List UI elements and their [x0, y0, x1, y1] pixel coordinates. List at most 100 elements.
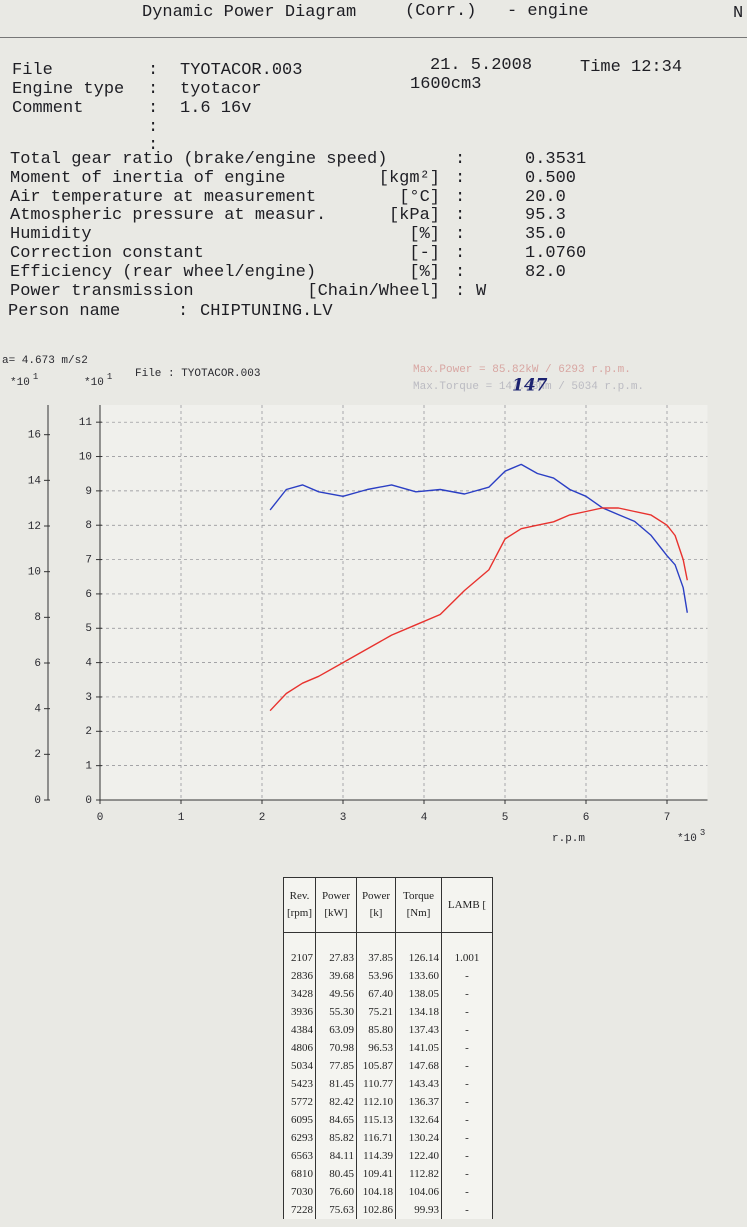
- table-cell: 5423: [283, 1075, 316, 1093]
- separator: :: [455, 150, 466, 169]
- table-cell: 114.39: [356, 1147, 396, 1165]
- param-unit: [Chain/Wheel]: [307, 281, 440, 301]
- x-tick-label: 4: [421, 812, 428, 824]
- person-value: CHIPTUNING.LV: [200, 302, 333, 321]
- separator: :: [455, 225, 466, 245]
- table-cell: 2107: [283, 932, 316, 967]
- table-cell: -: [441, 985, 493, 1003]
- param-value: 1.0760: [525, 244, 587, 263]
- table-cell: -: [441, 1057, 493, 1075]
- multiplier: *10: [677, 833, 697, 845]
- x-axis-label: r.p.m: [552, 833, 585, 845]
- table-row: 7030 76.60 104.18 104.06-: [283, 1183, 493, 1201]
- table-cell: -: [441, 1183, 493, 1201]
- table-cell: 104.18: [356, 1183, 396, 1201]
- param-value: 35.0: [525, 225, 566, 245]
- y2-tick-label: 10: [79, 451, 92, 463]
- table-cell: 75.63: [315, 1201, 357, 1219]
- table-cell: 126.14: [395, 932, 442, 967]
- y-tick-label: 2: [34, 749, 41, 761]
- table-cell: 6810: [283, 1165, 316, 1183]
- table-cell: 37.85: [356, 932, 396, 967]
- param-label: Atmospheric pressure at measur.: [10, 206, 327, 226]
- header-text: [k]: [369, 907, 383, 919]
- multiplier: *10: [84, 377, 104, 389]
- table-cell: 5034: [283, 1057, 316, 1075]
- param-unit: [%]: [409, 225, 440, 245]
- table-cell: 77.85: [315, 1057, 357, 1075]
- table-row: 2107 27.83 37.85 126.14 1.001: [283, 932, 493, 967]
- header-cell: Power [k]: [356, 877, 396, 933]
- param-value: 95.3: [525, 206, 566, 226]
- table-cell: 147.68: [395, 1057, 442, 1075]
- table-cell: -: [441, 1003, 493, 1021]
- y2-tick-label: 2: [85, 726, 92, 738]
- axis-multiplier: *10 3: [677, 828, 705, 845]
- table-row: 5772 82.42 112.10 136.37-: [283, 1093, 493, 1111]
- y-tick-label: 4: [34, 704, 41, 716]
- table-cell: 76.60: [315, 1183, 357, 1201]
- mode: (Corr.): [405, 2, 477, 21]
- table-cell: 6095: [283, 1111, 316, 1129]
- field-value: tyotacor: [180, 80, 262, 99]
- table-cell: 122.40: [395, 1147, 442, 1165]
- file-label: File : TYOTACOR.003: [135, 368, 260, 380]
- header-cell: Power [kW]: [315, 877, 357, 933]
- table-row: 6810 80.45 109.41 112.82-: [283, 1165, 493, 1183]
- table-cell: 4806: [283, 1039, 316, 1057]
- param-label: Power transmission: [10, 281, 194, 301]
- field-label: Comment: [12, 99, 84, 118]
- param-value: 82.0: [525, 262, 566, 282]
- separator: :: [455, 168, 466, 188]
- header-cell: Rev. [rpm]: [283, 877, 316, 933]
- table-cell: -: [441, 1093, 493, 1111]
- header-text: [kW]: [324, 907, 348, 919]
- header-text: Power: [321, 890, 351, 902]
- time: Time 12:34: [580, 58, 683, 77]
- table-cell: 85.82: [315, 1129, 357, 1147]
- plot-area: [100, 405, 708, 800]
- exponent: 3: [700, 828, 705, 838]
- table-cell: 3936: [283, 1003, 316, 1021]
- table-cell: 7030: [283, 1183, 316, 1201]
- separator: :: [455, 206, 466, 226]
- table-cell: 133.60: [395, 967, 442, 985]
- table-cell: 55.30: [315, 1003, 357, 1021]
- x-tick-label: 3: [340, 812, 347, 824]
- y2-tick-label: 7: [85, 554, 92, 566]
- table-cell: 109.41: [356, 1165, 396, 1183]
- table-row: 3936 55.30 75.21 134.18-: [283, 1003, 493, 1021]
- param-value: 0.3531: [525, 150, 587, 169]
- table-row: 3428 49.56 67.40 138.05-: [283, 985, 493, 1003]
- table-cell: 115.13: [356, 1111, 396, 1129]
- table-cell: 49.56: [315, 985, 357, 1003]
- x-tick-label: 5: [502, 812, 509, 824]
- table-cell: 130.24: [395, 1129, 442, 1147]
- param-unit: [%]: [409, 262, 440, 282]
- exponent: 1: [33, 372, 38, 382]
- field-value: 1.6 16v: [180, 99, 252, 118]
- header-text: Torque: [403, 890, 434, 902]
- table-cell: 143.43: [395, 1075, 442, 1093]
- y-tick-label: 8: [34, 612, 41, 624]
- separator: :: [455, 262, 466, 282]
- table-cell: 82.42: [315, 1093, 357, 1111]
- y2-tick-label: 5: [85, 623, 92, 635]
- suffix: - engine: [507, 2, 589, 21]
- param-value: W: [476, 281, 487, 301]
- table-cell: 75.21: [356, 1003, 396, 1021]
- axis-multiplier: *10 1: [10, 372, 38, 389]
- table-row: 2836 39.68 53.96 133.60-: [283, 967, 493, 985]
- table-row: 4384 63.09 85.80 137.43-: [283, 1021, 493, 1039]
- param-unit: [kgm²]: [378, 168, 440, 188]
- table-cell: 85.80: [356, 1021, 396, 1039]
- table-cell: 112.10: [356, 1093, 396, 1111]
- field-value: TYOTACOR.003: [180, 61, 303, 80]
- y-tick-label: 6: [34, 658, 41, 670]
- table-cell: 27.83: [315, 932, 357, 967]
- y2-tick-label: 11: [79, 417, 93, 429]
- data-line: [269, 507, 688, 712]
- table-cell: 53.96: [356, 967, 396, 985]
